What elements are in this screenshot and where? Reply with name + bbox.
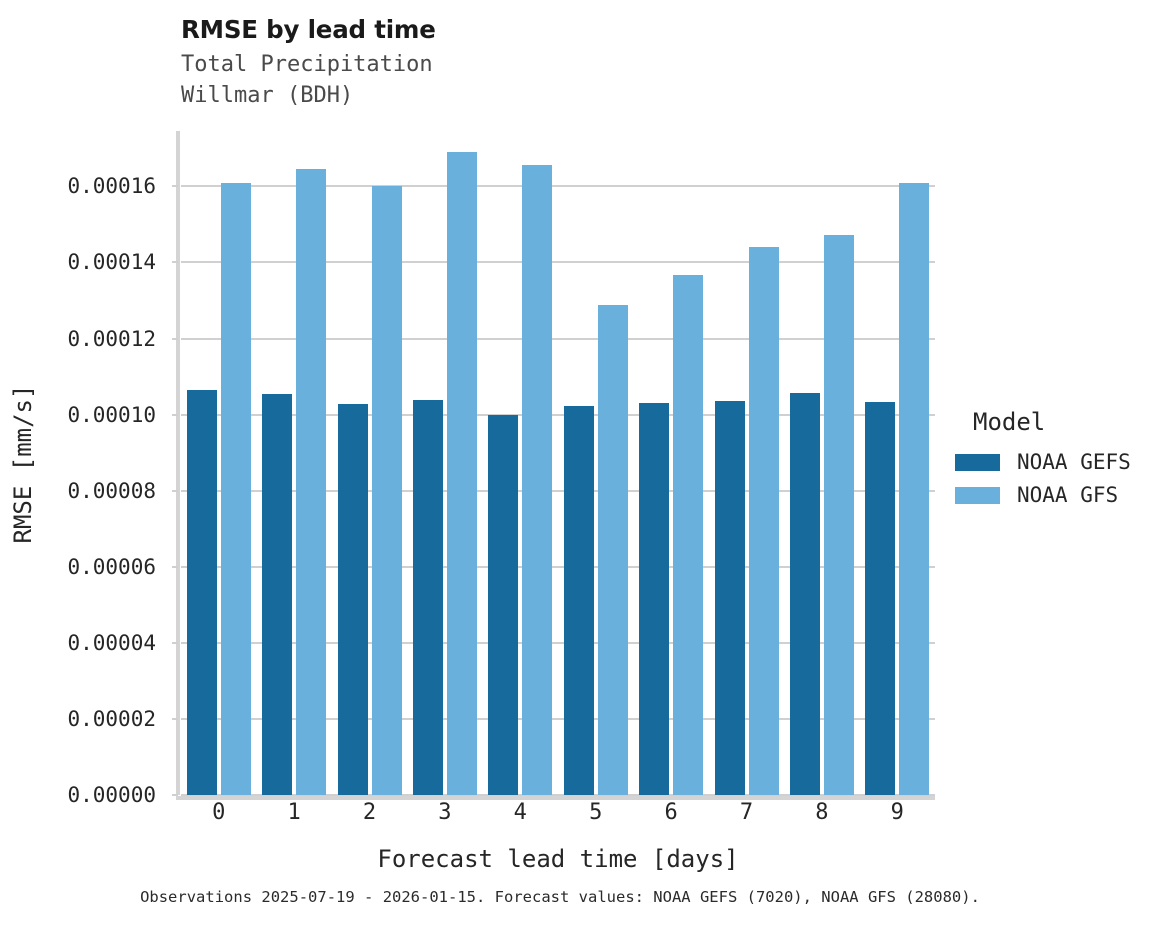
legend: Model NOAA GEFS NOAA GFS: [955, 408, 1175, 516]
y-tick-label: 0.00016: [67, 174, 156, 199]
gridline: [181, 565, 935, 568]
legend-label: NOAA GEFS: [1017, 450, 1131, 474]
y-tick-label: 0.00014: [67, 250, 156, 275]
y-tick-mark: [172, 717, 178, 720]
bar: [865, 402, 896, 795]
legend-item[interactable]: NOAA GFS: [955, 483, 1175, 507]
y-tick-mark: [172, 261, 178, 264]
gridline: [181, 717, 935, 720]
x-tick-label: 7: [739, 800, 754, 825]
gridline: [181, 185, 935, 188]
bar: [673, 274, 704, 795]
legend-swatch: [955, 486, 1000, 504]
y-tick-mark: [172, 489, 178, 492]
bar: [371, 185, 402, 795]
y-tick-label: 0.00010: [67, 402, 156, 427]
bar: [488, 414, 519, 795]
gridline: [181, 261, 935, 264]
bar: [823, 234, 854, 795]
bar: [262, 393, 293, 795]
y-tick-label: 0.00000: [67, 783, 156, 807]
legend-swatch: [955, 453, 1000, 471]
y-tick-mark: [172, 185, 178, 188]
bar: [337, 404, 368, 795]
legend-label: NOAA GFS: [1017, 483, 1119, 507]
bar: [446, 151, 477, 795]
x-tick-label: 0: [212, 800, 226, 825]
bar: [522, 165, 553, 795]
gridline: [181, 337, 935, 340]
gridline: [181, 794, 935, 796]
bar: [639, 403, 670, 795]
gridlines: [172, 131, 935, 796]
legend-entries: NOAA GEFS NOAA GFS: [955, 450, 1175, 507]
bar: [563, 406, 594, 795]
x-axis-spine: [176, 796, 935, 800]
footer-note: Observations 2025-07-19 - 2026-01-15. Fo…: [140, 888, 980, 906]
x-tick-label: 8: [815, 800, 829, 825]
y-tick-label: 0.00008: [67, 478, 156, 503]
y-axis-tick-labels: 0.00000 0.00002 0.00004 0.00006 0.00008 0.000…: [0, 131, 170, 807]
bar: [597, 305, 628, 795]
bar: [412, 399, 443, 795]
chart-subtitle-location: Willmar (BDH): [181, 82, 354, 108]
y-tick-mark: [172, 794, 178, 796]
bar: [899, 183, 930, 795]
x-tick-label: 4: [513, 800, 527, 825]
y-tick-label: 0.00012: [67, 326, 156, 351]
y-tick-label: 0.00006: [67, 554, 156, 579]
y-tick-label: 0.00004: [67, 630, 156, 655]
y-tick-mark: [172, 641, 178, 644]
x-tick-label: 2: [362, 800, 377, 825]
y-tick-label: 0.00002: [67, 706, 156, 731]
x-tick-label: 9: [890, 800, 904, 825]
gridline: [181, 489, 935, 492]
bar: [748, 247, 779, 795]
x-axis-tick-labels: 0 1 2 3 4 5 6 7 8 9: [181, 800, 935, 840]
y-tick-mark: [172, 413, 178, 416]
y-axis-spine: [176, 131, 180, 795]
bar: [789, 392, 820, 795]
y-tick-mark: [172, 565, 178, 568]
x-tick-label: 1: [287, 800, 301, 825]
plot-area: [172, 131, 935, 800]
x-axis-title: Forecast lead time [days]: [377, 845, 739, 873]
x-tick-label: 5: [589, 800, 603, 825]
gridline: [181, 641, 935, 644]
bar-series-container: [181, 131, 935, 795]
bar: [186, 389, 217, 795]
y-tick-mark: [172, 337, 178, 340]
bar: [296, 168, 327, 795]
bar: [714, 400, 745, 795]
title-block: RMSE by lead time Total Precipitation Wi…: [181, 15, 436, 111]
gridline: [181, 413, 935, 416]
x-tick-label: 6: [664, 800, 678, 825]
chart-subtitle-variable: Total Precipitation: [181, 51, 433, 77]
bar: [220, 182, 251, 795]
x-tick-label: 3: [438, 800, 452, 825]
page-title: RMSE by lead time: [181, 15, 436, 44]
legend-item[interactable]: NOAA GEFS: [955, 450, 1175, 474]
legend-title: Model: [973, 408, 1046, 436]
